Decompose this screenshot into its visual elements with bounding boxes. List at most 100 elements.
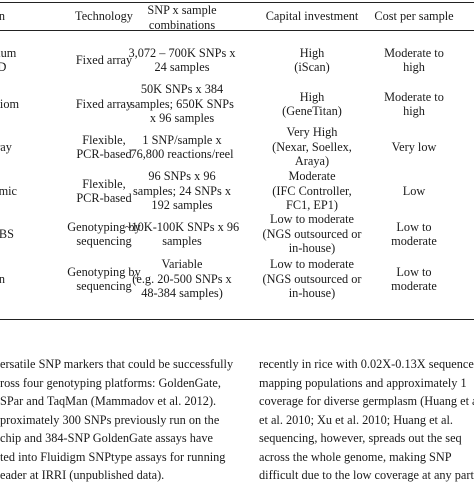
table-cell-text: (iScan): [294, 60, 330, 74]
table-header-cell: A: [455, 9, 474, 24]
table-cell-text: n: [0, 271, 6, 286]
table-cell-text: sequencing: [76, 279, 132, 293]
table-cell-text: Low to: [396, 264, 432, 279]
table-cell-text: high: [455, 140, 474, 155]
table-cell-text: 1 SNP/sample x: [142, 132, 222, 147]
table-cell: rray: [0, 140, 44, 155]
table-cell: Moderate to high: [365, 46, 463, 75]
table-cell-text: Low to moderate: [269, 212, 354, 227]
table-cell: 96 SNPs x 96 samples; 24 SNPs x 192 sample…: [118, 169, 246, 213]
table-cell-text: high: [403, 60, 425, 74]
body-text-line: across the whole genome, making SNP: [259, 449, 452, 464]
body-text-line: difficult due to the low coverage at any…: [259, 468, 474, 482]
table-cell-text: Low to: [396, 219, 432, 234]
table-cell: Low to moderate (NGS outsourced or in-hous…: [248, 257, 376, 301]
body-text-line: ted into Fluidigm SNPtype assays for run…: [0, 449, 226, 464]
table-cell-text: Fixed array: [75, 96, 133, 111]
table-cell: Flexible, PCR-based: [50, 133, 158, 162]
table-top-rule: [0, 2, 474, 3]
table-cell: Moderate to high: [365, 90, 463, 119]
table-cell: Fixed array: [50, 53, 158, 68]
table-bottom-rule: [0, 319, 474, 320]
table-cell-text: moderate: [391, 234, 437, 248]
table-header-text: Technology: [75, 9, 133, 23]
body-text-line: recently in rice with 0.02X-0.13X sequen…: [259, 357, 474, 371]
table-cell: Fixed array: [50, 97, 158, 112]
table-cell-text: High: [299, 45, 325, 60]
table-cell: Low: [365, 184, 463, 199]
table-cell-text: 48-384 samples): [141, 286, 223, 301]
table-cell-text: Moderate to: [384, 45, 444, 60]
table-cell-text: (NGS outsourced or: [262, 271, 362, 286]
table-cell-text: moderate: [391, 279, 437, 293]
table-cell-text: 76,800 reactions/reel: [130, 147, 234, 161]
table-cell-text: Fixed array: [75, 52, 133, 67]
body-text-line: et al. 2010; Xu et al. 2010; Huang et al…: [259, 412, 453, 427]
table-cell-text: (Nexar, Soellex,: [272, 139, 352, 154]
body-text-line: proximately 300 SNPs previously run on t…: [0, 412, 220, 427]
table-cell-text: High: [299, 89, 325, 104]
table-cell-text: namic: [0, 183, 18, 198]
table-cell: 50K SNPs x 384 samples; 650K SNPs x 96 sam…: [118, 82, 246, 126]
table-cell-text: GBS: [0, 226, 14, 241]
table-cell-text: Araya): [294, 154, 330, 169]
table-cell-text: 96 SNPs x 96: [148, 169, 216, 184]
table-cell-text: Flexible,: [82, 176, 126, 191]
table-cell: high: [455, 140, 474, 155]
table-cell-text: Hi: [455, 184, 474, 199]
body-text-line: ersatile SNP markers that could be succe…: [0, 357, 234, 371]
table-cell-text: Very low: [391, 139, 437, 154]
table-cell: GBS: [0, 227, 44, 242]
table-header-text: Cost per sample: [374, 9, 454, 23]
table-cell: Axiom: [0, 97, 44, 112]
table-cell: High (GeneTitan): [248, 90, 376, 119]
table-cell-text: PCR-based: [76, 147, 132, 161]
table-cell: 3,072 – 700K SNPs x 24 samples: [118, 46, 246, 75]
table-cell-text: x 96 samples: [149, 111, 215, 126]
table-cell-text: 50K SNPs x 384: [140, 82, 224, 97]
table-cell-text: Axiom: [0, 96, 20, 111]
table-cell-text: Variable: [161, 257, 203, 272]
table-cell: iniumD: [0, 46, 44, 75]
table-cell-text: (GeneTitan): [282, 104, 342, 118]
table-cell-text: inium: [0, 45, 17, 60]
table-cell-text: Moderate to: [384, 89, 444, 104]
table-header-cell: Cost per sample: [365, 9, 463, 24]
body-text-line: ross four genotyping platforms: GoldenGa…: [0, 375, 221, 390]
table-cell-text: high: [403, 104, 425, 118]
table-header-cell: Capital investment: [248, 9, 376, 24]
table-cell: Moderate (IFC Controller, FC1, EP1): [248, 169, 376, 213]
table-cell: Very High (Nexar, Soellex, Araya): [248, 125, 376, 169]
table-cell-text: rray: [0, 139, 12, 154]
table-cell: Low to moderate: [365, 220, 463, 249]
table-cell-text: sequencing: [76, 234, 132, 248]
table-cell: Low to moderate (NGS outsourced or in-hous…: [248, 212, 376, 256]
table-cell-text: Moderate: [288, 169, 336, 184]
table-cell: Low to moderate: [365, 265, 463, 294]
table-cell: namic: [0, 184, 44, 199]
body-text-right-column: recently in rice with 0.02X-0.13X sequen…: [259, 355, 474, 485]
table-cell-text: Very High: [286, 125, 338, 140]
table-cell-text: samples; 650K SNPs: [130, 96, 234, 111]
table-cell-text: Genotyping by: [67, 219, 141, 234]
table-cell: Flexible, PCR-based: [50, 177, 158, 206]
table-cell-text: 3,072 – 700K SNPs x: [128, 45, 236, 60]
table-cell-text: Genotyping by: [67, 264, 141, 279]
table-cell-text: Flexible,: [82, 132, 126, 147]
body-text-line: mapping populations and approximately 1: [259, 375, 467, 390]
body-text-line: chip and 384-SNP GoldenGate assays have: [0, 431, 213, 445]
table-cell-text: samples; 24 SNPs x: [132, 183, 232, 198]
table-cell: Very low: [365, 140, 463, 155]
table-header-text: A: [455, 9, 474, 24]
table-header-cell: Technology: [50, 9, 158, 24]
table-cell-text: samples: [162, 234, 202, 248]
table-cell-text: (e.g. 20-500 SNPs x: [132, 271, 232, 286]
table-header-text: SNP x sample: [147, 3, 217, 17]
table-cell-text: in-house): [288, 286, 336, 301]
body-text-line: sequencing, however, spreads out the seq: [259, 431, 462, 445]
table-header-rule: [0, 30, 474, 31]
body-text-left-column: ersatile SNP markers that could be succe…: [0, 355, 233, 485]
table-cell: Variable (e.g. 20-500 SNPs x 48-384 sample…: [118, 257, 246, 301]
body-text-line: coverage for diverse germplasm (Huang et…: [259, 394, 474, 408]
